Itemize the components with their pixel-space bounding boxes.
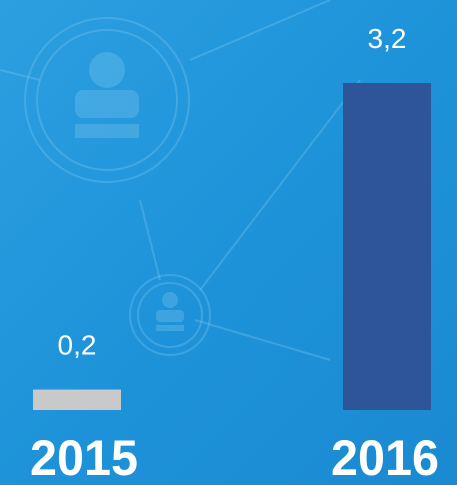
category-label: 2016 <box>331 430 439 485</box>
value-label: 3,2 <box>368 23 407 54</box>
bar <box>343 83 431 410</box>
value-label: 0,2 <box>58 330 97 361</box>
bar <box>33 390 121 410</box>
category-label: 2015 <box>30 430 138 485</box>
page: 0,220153,22016 (() => { const data = JSO… <box>0 0 457 485</box>
chart: 0,2 2015 3,2 2016 <box>0 0 457 485</box>
